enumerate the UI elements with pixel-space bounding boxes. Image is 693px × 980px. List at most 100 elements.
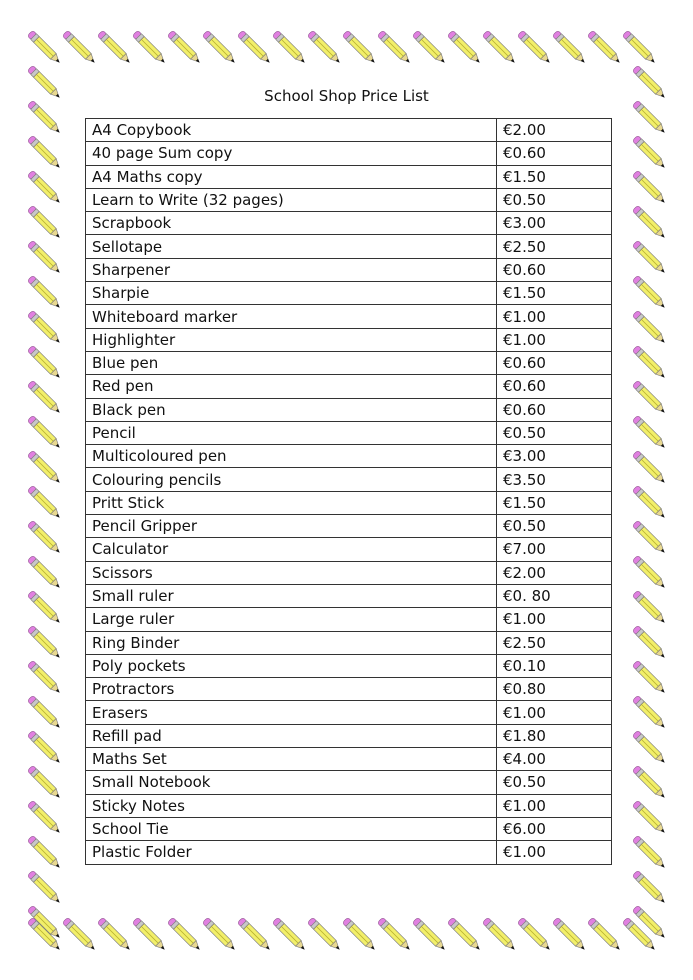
pencil-icon [633,766,665,798]
pencil-icon [28,381,60,413]
item-name: Sharpie [85,281,497,306]
table-row: Refill pad €1.80 [85,723,612,749]
pencil-icon [133,918,165,950]
pencil-icon [133,31,165,63]
item-price: €3.50 [496,467,612,492]
item-name: Highlighter [85,327,497,352]
pencil-icon [633,696,665,728]
item-price: €0.50 [496,514,612,539]
table-row: Protractors €0.80 [85,677,612,702]
pencil-icon [633,451,665,483]
pencil-icon [553,918,585,950]
pencil-icon [28,346,60,378]
pencil-icon [483,31,515,63]
item-price: €0. 80 [496,583,612,609]
item-name: 40 page Sum copy [85,141,497,166]
pencil-icon [28,136,60,168]
item-name: Refill pad [85,723,497,749]
item-price: €6.00 [496,816,612,842]
table-row: Highlighter €1.00 [85,327,612,352]
table-row: Pencil Gripper €0.50 [85,514,612,539]
pencil-icon [273,918,305,950]
item-name: Pencil Gripper [85,514,497,539]
item-name: Sticky Notes [85,793,497,818]
item-price: €1.00 [496,793,612,818]
pencil-icon [238,31,270,63]
pencil-icon [28,66,60,98]
pencil-icon [28,101,60,133]
item-name: Whiteboard marker [85,304,497,329]
pencil-icon [518,918,550,950]
pencil-icon [28,661,60,693]
item-price: €2.00 [496,560,612,585]
pencil-icon [518,31,550,63]
pencil-icon [633,906,665,938]
table-row: Colouring pencils €3.50 [85,467,612,492]
item-price: €1.50 [496,164,612,189]
pencil-icon [483,918,515,950]
item-price: €1.50 [496,490,612,516]
pencil-icon [553,31,585,63]
pencil-icon [98,31,130,63]
item-price: €1.00 [496,840,612,865]
pencil-icon [203,31,235,63]
item-price: €0.60 [496,257,612,283]
table-row: Multicoloured pen €3.00 [85,444,612,469]
pencil-icon [28,836,60,868]
table-row: Plastic Folder €1.00 [85,840,612,865]
price-table: A4 Copybook €2.00 40 page Sum copy €0.60 A4 … [85,117,612,865]
pencil-icon [633,276,665,308]
pencil-icon [633,871,665,903]
table-row: A4 Maths copy €1.50 [85,164,612,189]
item-price: €3.00 [496,444,612,469]
item-price: €4.00 [496,747,612,772]
pencil-icon [63,918,95,950]
item-name: School Tie [85,816,497,842]
pencil-icon [238,918,270,950]
item-price: €0.50 [496,770,612,795]
item-name: Pritt Stick [85,490,497,516]
pencil-icon [28,871,60,903]
pencil-icon [273,31,305,63]
pencil-icon [28,31,60,63]
pencil-icon [413,31,445,63]
item-name: Sellotape [85,234,497,259]
pencil-icon [343,918,375,950]
table-row: Calculator €7.00 [85,537,612,562]
pencil-icon [633,66,665,98]
item-price: €0.50 [496,420,612,446]
item-price: €0.60 [496,141,612,166]
pencil-icon [28,486,60,518]
pencil-icon [633,346,665,378]
table-row: Pencil €0.50 [85,420,612,446]
pencil-icon [28,451,60,483]
item-name: Multicoloured pen [85,444,497,469]
pencil-icon [28,556,60,588]
pencil-icon [378,918,410,950]
pencil-icon [168,31,200,63]
item-price: €0.60 [496,350,612,376]
table-row: Maths Set €4.00 [85,747,612,772]
item-price: €1.00 [496,327,612,352]
table-row: School Tie €6.00 [85,816,612,842]
item-name: Ring Binder [85,630,497,655]
pencil-icon [28,521,60,553]
table-row: Erasers €1.00 [85,700,612,725]
pencil-icon [308,918,340,950]
item-price: €0.10 [496,653,612,679]
pencil-icon [633,381,665,413]
item-name: Scissors [85,560,497,585]
pencil-icon [633,556,665,588]
pencil-icon [168,918,200,950]
pencil-icon [28,626,60,658]
pencil-icon [633,101,665,133]
pencil-icon [28,731,60,763]
table-row: Pritt Stick €1.50 [85,490,612,516]
pencil-icon [588,918,620,950]
table-row: Learn to Write (32 pages) €0.50 [85,187,612,213]
item-name: Blue pen [85,350,497,376]
pencil-icon [633,801,665,833]
table-row: A4 Copybook €2.00 [85,117,612,143]
pencil-icon [633,171,665,203]
item-price: €2.50 [496,234,612,259]
